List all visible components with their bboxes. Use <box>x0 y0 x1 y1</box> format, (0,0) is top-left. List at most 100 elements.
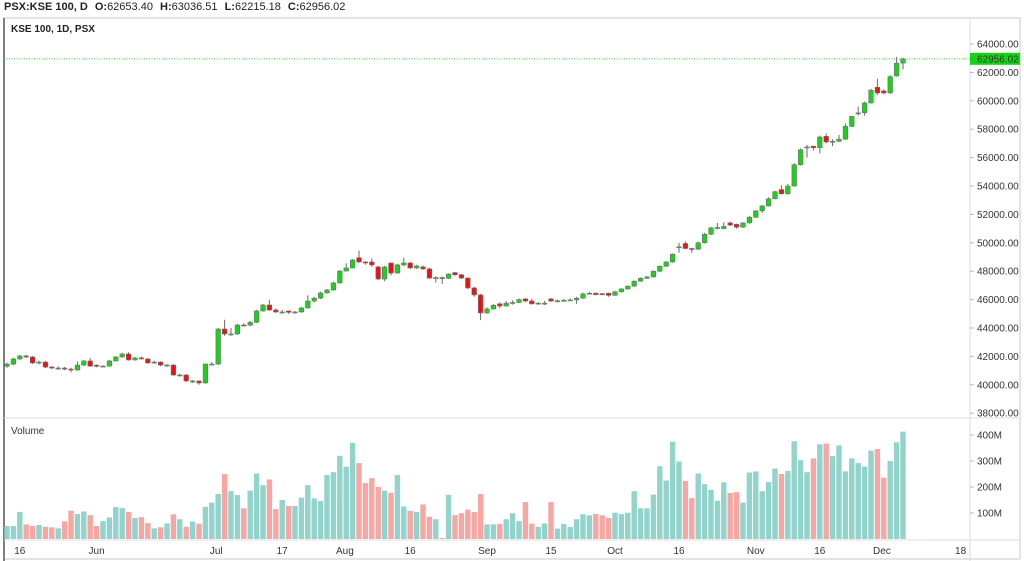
candle <box>746 215 752 224</box>
candle-body <box>420 266 426 270</box>
candle <box>164 364 170 367</box>
volume-bar <box>29 526 36 539</box>
volume-bar <box>471 511 477 539</box>
volume-bar <box>388 492 394 539</box>
volume-bar <box>836 445 842 539</box>
candle-body <box>797 149 804 165</box>
candle-body <box>285 310 292 313</box>
volume-bar <box>490 524 497 539</box>
pane-title: KSE 100, 1D, PSX <box>11 24 95 35</box>
price-tick-label: 40000.00 <box>977 380 1019 391</box>
candle <box>522 298 528 303</box>
candle <box>317 291 324 300</box>
candle <box>682 241 688 250</box>
candle <box>74 361 80 371</box>
volume-bar <box>477 494 484 539</box>
candle <box>631 280 637 287</box>
candle <box>183 374 189 382</box>
volume-bar <box>868 450 874 539</box>
volume-bar <box>356 463 362 539</box>
low-value: 62215.18 <box>234 1 281 13</box>
volume-bar <box>23 524 29 539</box>
candle <box>234 323 241 335</box>
volume-bar <box>273 509 279 539</box>
candle-body <box>836 138 842 142</box>
candle-body <box>452 272 458 276</box>
candle <box>618 288 624 293</box>
candle-body <box>874 87 880 94</box>
candle <box>644 276 650 280</box>
candle-body <box>458 274 465 279</box>
candle-body <box>138 357 145 360</box>
candle <box>580 292 586 299</box>
candle <box>106 360 112 367</box>
candle-body <box>900 58 906 64</box>
volume-bar <box>759 491 765 539</box>
volume-bar <box>529 523 535 539</box>
candle-body <box>222 328 228 335</box>
candle <box>209 362 215 366</box>
last-price-badge <box>970 52 1020 65</box>
volume-bars <box>4 431 906 539</box>
volume-bar <box>87 515 93 539</box>
volume-bar <box>285 505 292 539</box>
candle <box>349 259 356 269</box>
candle <box>273 308 279 313</box>
candle <box>497 302 503 309</box>
candle <box>490 303 497 310</box>
candle <box>311 296 317 303</box>
candle-body <box>17 355 23 360</box>
price-tick-label: 44000.00 <box>977 324 1019 335</box>
candle <box>113 356 119 362</box>
volume-bar <box>215 494 221 539</box>
candle-body <box>669 253 676 263</box>
candle <box>145 358 151 364</box>
candle-body <box>599 293 605 295</box>
price-axis[interactable]: 64000.00 62000.00 60000.00 58000.00 56000.00… <box>970 40 1019 420</box>
volume-bar <box>221 474 228 539</box>
volume-label: Volume <box>11 426 45 437</box>
candle-body <box>23 355 29 358</box>
volume-bar <box>804 472 810 539</box>
candle-body <box>778 189 784 195</box>
volume-axis[interactable]: 400M 300M 200M 100M <box>970 431 1002 520</box>
candle-body <box>209 363 215 366</box>
volume-bar <box>554 528 561 539</box>
candle-body <box>445 273 452 279</box>
candle-body <box>87 360 93 367</box>
candle-body <box>29 356 36 364</box>
candle-body <box>535 302 541 305</box>
candle <box>797 148 804 166</box>
volume-bar <box>330 472 337 539</box>
price-tick-label: 42000.00 <box>977 352 1019 363</box>
candle-body <box>362 261 369 264</box>
candle-body <box>266 304 273 311</box>
volume-bar <box>900 431 906 539</box>
volume-bar <box>874 449 881 539</box>
time-tick-label: Jun <box>89 546 105 557</box>
candle-body <box>580 293 586 299</box>
candle <box>177 373 183 377</box>
candle-body <box>823 136 829 143</box>
candle-body <box>190 380 196 383</box>
candle-body <box>548 298 554 302</box>
volume-bar <box>522 502 529 539</box>
price-tick-label: 62000.00 <box>977 68 1019 79</box>
volume-bar <box>401 506 407 539</box>
candle <box>733 223 740 229</box>
volume-bar <box>484 524 490 539</box>
candle-body <box>791 164 797 187</box>
candle-body <box>10 358 17 365</box>
candle <box>573 296 580 304</box>
candle-body <box>36 361 42 364</box>
candle-body <box>567 299 573 302</box>
volume-bar <box>772 468 778 539</box>
candle <box>548 298 554 302</box>
candle <box>868 88 874 104</box>
volume-bar <box>887 461 893 539</box>
time-axis[interactable]: 16 Jun Jul 17 Aug 16 Sep 15 Oct 16 Nov 16 Dec 18 <box>14 546 966 557</box>
volume-bar <box>445 494 452 539</box>
candle <box>413 264 420 269</box>
candle <box>42 360 48 369</box>
